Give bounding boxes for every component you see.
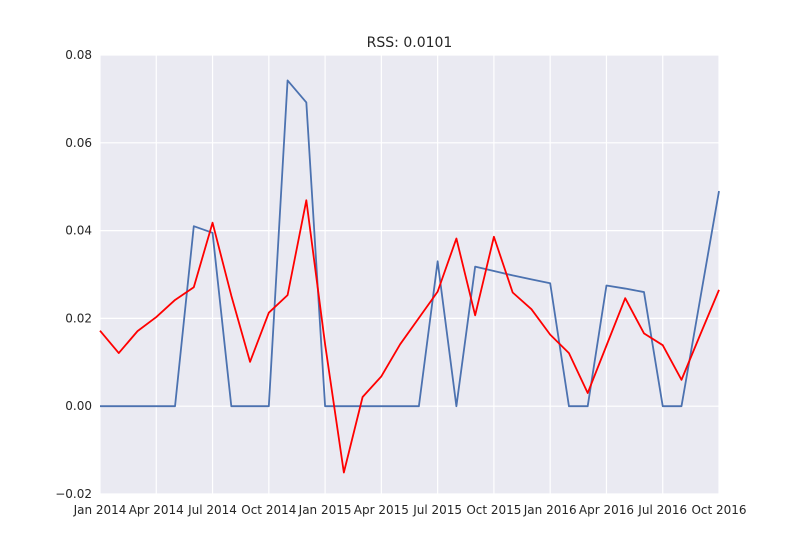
series-line-1 bbox=[100, 79, 720, 408]
x-tick-label: Apr 2016 bbox=[579, 503, 634, 517]
series-layer bbox=[99, 79, 720, 474]
x-tick-label: Jul 2014 bbox=[187, 503, 237, 517]
y-tick-label: 0.02 bbox=[65, 311, 92, 325]
x-tick-label: Jan 2014 bbox=[73, 503, 127, 517]
x-tick-label: Jan 2015 bbox=[298, 503, 352, 517]
x-tick-label: Oct 2016 bbox=[691, 503, 746, 517]
x-tick-label: Oct 2014 bbox=[241, 503, 296, 517]
x-tick-label: Oct 2015 bbox=[466, 503, 521, 517]
y-tick-label: 0.06 bbox=[65, 136, 92, 150]
y-tick-labels: −0.02 0.00 0.02 0.04 0.06 0.08 bbox=[55, 48, 92, 501]
x-tick-label: Apr 2014 bbox=[129, 503, 184, 517]
y-tick-label: 0.00 bbox=[65, 399, 92, 413]
grid-lines bbox=[99, 54, 720, 495]
x-tick-label: Jan 2016 bbox=[523, 503, 577, 517]
y-tick-label: 0.08 bbox=[65, 48, 92, 62]
y-tick-label: 0.04 bbox=[65, 224, 92, 238]
x-tick-label: Jul 2015 bbox=[412, 503, 462, 517]
chart-title: RSS: 0.0101 bbox=[367, 35, 453, 51]
x-tick-label: Apr 2015 bbox=[354, 503, 409, 517]
x-tick-labels: Jan 2014 Apr 2014 Jul 2014 Oct 2014 Jan 2015… bbox=[73, 503, 747, 517]
plot-background bbox=[100, 55, 719, 494]
series-line-2 bbox=[99, 199, 720, 474]
x-tick-label: Jul 2016 bbox=[637, 503, 687, 517]
y-tick-label: −0.02 bbox=[55, 487, 92, 501]
